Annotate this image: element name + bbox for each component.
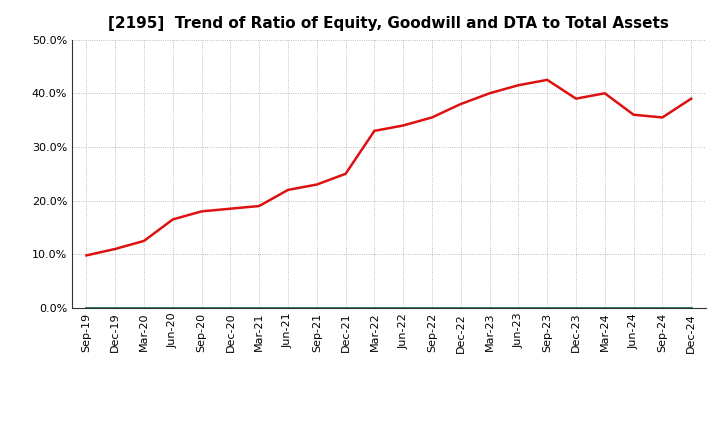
Deferred Tax Assets [485,305,494,311]
Equity [399,123,408,128]
Equity [658,115,667,120]
Deferred Tax Assets [629,305,638,311]
Goodwill [168,305,177,311]
Line: Equity: Equity [86,80,691,255]
Goodwill [284,305,292,311]
Equity [140,238,148,244]
Deferred Tax Assets [600,305,609,311]
Deferred Tax Assets [428,305,436,311]
Deferred Tax Assets [111,305,120,311]
Equity [284,187,292,193]
Goodwill [543,305,552,311]
Equity [370,128,379,133]
Title: [2195]  Trend of Ratio of Equity, Goodwill and DTA to Total Assets: [2195] Trend of Ratio of Equity, Goodwil… [109,16,669,32]
Goodwill [82,305,91,311]
Equity [82,253,91,258]
Deferred Tax Assets [514,305,523,311]
Goodwill [514,305,523,311]
Goodwill [197,305,206,311]
Equity [687,96,696,101]
Equity [485,91,494,96]
Goodwill [226,305,235,311]
Goodwill [312,305,321,311]
Equity [197,209,206,214]
Deferred Tax Assets [658,305,667,311]
Deferred Tax Assets [687,305,696,311]
Equity [341,171,350,176]
Goodwill [255,305,264,311]
Goodwill [572,305,580,311]
Equity [255,203,264,209]
Equity [226,206,235,211]
Goodwill [370,305,379,311]
Deferred Tax Assets [82,305,91,311]
Goodwill [629,305,638,311]
Goodwill [658,305,667,311]
Deferred Tax Assets [572,305,580,311]
Goodwill [111,305,120,311]
Deferred Tax Assets [226,305,235,311]
Goodwill [341,305,350,311]
Goodwill [456,305,465,311]
Deferred Tax Assets [255,305,264,311]
Deferred Tax Assets [399,305,408,311]
Goodwill [428,305,436,311]
Goodwill [140,305,148,311]
Deferred Tax Assets [284,305,292,311]
Equity [629,112,638,117]
Goodwill [485,305,494,311]
Equity [312,182,321,187]
Equity [572,96,580,101]
Deferred Tax Assets [197,305,206,311]
Equity [428,115,436,120]
Deferred Tax Assets [370,305,379,311]
Equity [543,77,552,82]
Equity [600,91,609,96]
Deferred Tax Assets [312,305,321,311]
Goodwill [600,305,609,311]
Goodwill [687,305,696,311]
Deferred Tax Assets [456,305,465,311]
Equity [111,246,120,252]
Deferred Tax Assets [543,305,552,311]
Equity [514,83,523,88]
Equity [168,217,177,222]
Equity [456,101,465,106]
Goodwill [399,305,408,311]
Deferred Tax Assets [140,305,148,311]
Deferred Tax Assets [341,305,350,311]
Deferred Tax Assets [168,305,177,311]
